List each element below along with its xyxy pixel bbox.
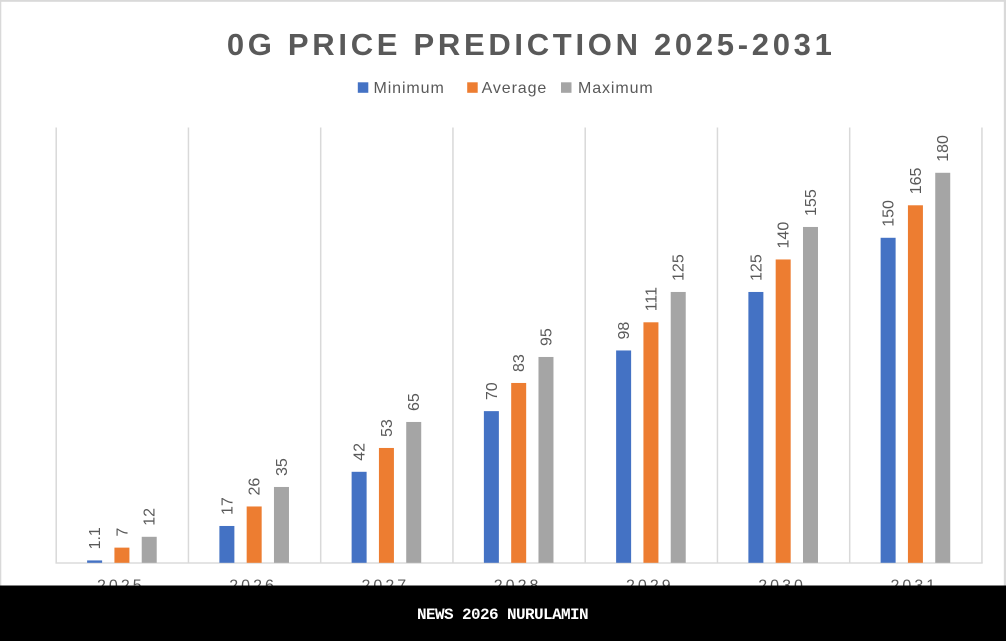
- svg-text:125: 125: [671, 254, 688, 281]
- svg-text:70: 70: [484, 382, 501, 400]
- svg-text:17: 17: [219, 497, 236, 515]
- svg-text:65: 65: [406, 393, 423, 411]
- svg-text:Average: Average: [482, 80, 548, 97]
- svg-text:NEWS 2026 NURULAMIN: NEWS 2026 NURULAMIN: [417, 606, 588, 624]
- svg-text:26: 26: [247, 478, 264, 496]
- svg-text:1.1: 1.1: [87, 527, 104, 549]
- svg-text:7: 7: [114, 528, 131, 537]
- svg-text:150: 150: [881, 200, 898, 227]
- svg-text:Maximum: Maximum: [578, 80, 654, 97]
- svg-text:95: 95: [538, 328, 555, 346]
- svg-text:98: 98: [616, 322, 633, 340]
- svg-text:155: 155: [803, 189, 820, 216]
- svg-text:83: 83: [511, 354, 528, 372]
- svg-text:111: 111: [643, 287, 660, 311]
- svg-text:42: 42: [352, 443, 369, 461]
- svg-text:125: 125: [748, 254, 765, 281]
- svg-text:165: 165: [908, 167, 925, 194]
- svg-text:140: 140: [776, 222, 793, 249]
- svg-text:35: 35: [274, 458, 291, 476]
- svg-text:12: 12: [142, 508, 159, 526]
- svg-text:53: 53: [379, 419, 396, 437]
- svg-text:Minimum: Minimum: [374, 80, 445, 97]
- svg-text:0G PRICE PREDICTION 2025-2031: 0G PRICE PREDICTION 2025-2031: [227, 27, 836, 62]
- svg-text:180: 180: [935, 135, 952, 162]
